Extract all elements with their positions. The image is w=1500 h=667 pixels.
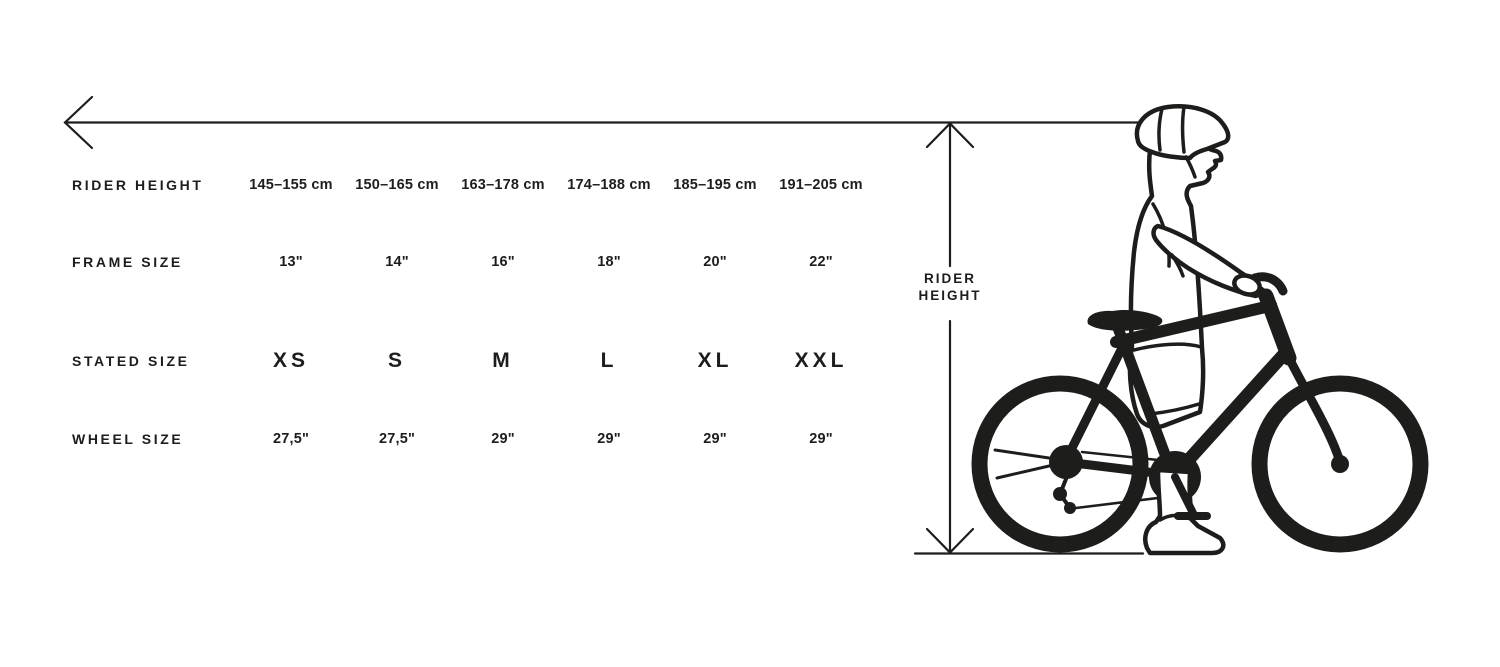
rear-cassette — [1049, 445, 1083, 479]
saddle-clamp — [1116, 333, 1128, 345]
rider-height-value: 174–188 cm — [567, 177, 651, 193]
stated-size-value: M — [492, 349, 514, 372]
stated-size-value: S — [387, 349, 407, 372]
helmet-vents — [1157, 105, 1186, 154]
rider-bike-illustration — [971, 104, 1429, 556]
saddle — [1087, 309, 1163, 331]
frame-size-value: 18" — [597, 254, 621, 270]
row-label-rider-height: RIDER HEIGHT — [72, 177, 204, 193]
rider-height-value: 191–205 cm — [779, 177, 863, 193]
wheel-size-value: 29" — [809, 431, 833, 447]
row-label-wheel-size: WHEEL SIZE — [72, 431, 184, 447]
frame-size-value: 22" — [809, 254, 833, 270]
rider-height-value: 145–155 cm — [249, 177, 333, 193]
rider-figure — [1127, 104, 1259, 430]
rider-height-value: 163–178 cm — [461, 177, 545, 193]
bike — [971, 272, 1429, 553]
rider-lower-leg — [1143, 467, 1226, 556]
wheel-size-value: 27,5" — [378, 431, 416, 447]
crank-arm — [1171, 473, 1197, 517]
wheel-size-value: 29" — [703, 431, 727, 447]
row-label-frame-size: FRAME SIZE — [72, 254, 183, 270]
wheel-size-value: 29" — [491, 431, 515, 447]
up-arrowhead-icon — [925, 121, 975, 149]
frame-size-value: 14" — [385, 254, 409, 270]
helmet-strap-icon — [1184, 155, 1197, 179]
rear-spokes — [993, 448, 1051, 480]
rider-arm — [1151, 223, 1259, 299]
frame-size-value: 13" — [279, 254, 303, 270]
crank-and-pedal — [1171, 473, 1211, 520]
left-arrowhead-icon — [63, 95, 94, 150]
frame — [1061, 281, 1345, 483]
stated-size-value: XS — [272, 349, 310, 372]
rider-height-arrow-label: RIDER HEIGHT — [890, 271, 1010, 304]
rider-height-arrow-label-line1: RIDER — [923, 271, 976, 286]
wheel-size-value: 29" — [597, 431, 621, 447]
vertical-measure-arrow — [925, 121, 975, 555]
wheel-size-value: 27,5" — [272, 431, 310, 447]
stated-size-value: XL — [697, 349, 733, 372]
rider-height-value: 185–195 cm — [673, 177, 757, 193]
rider-height-arrow-label-line2: HEIGHT — [918, 287, 982, 303]
frame-size-value: 16" — [491, 254, 515, 270]
rider-hand — [1232, 273, 1262, 297]
chain — [1074, 450, 1168, 510]
stated-size-value: XXL — [794, 349, 848, 372]
stated-size-value: L — [600, 349, 618, 372]
front-hub — [1331, 455, 1349, 473]
front-wheel — [1251, 375, 1429, 553]
fork — [1283, 351, 1345, 467]
rear-wheel — [971, 375, 1149, 553]
rider-body — [1127, 143, 1224, 430]
rider-height-value: 150–165 cm — [355, 177, 439, 193]
row-label-stated-size: STATED SIZE — [72, 353, 190, 369]
frame-size-value: 20" — [703, 254, 727, 270]
horizontal-measure-arrow — [63, 95, 1143, 150]
rider-leg-and-shoe — [1143, 467, 1226, 556]
